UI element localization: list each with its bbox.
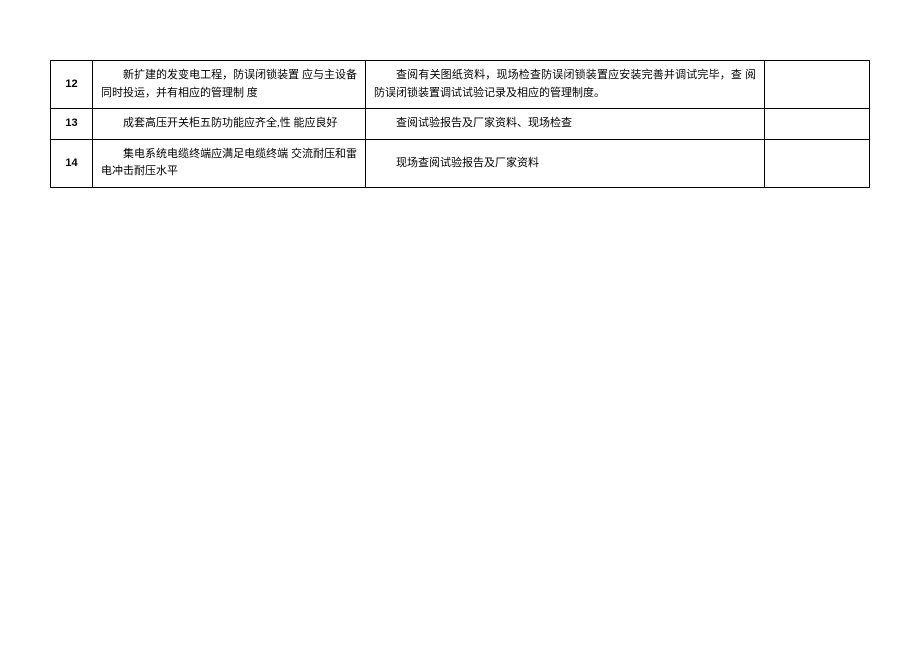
row-number: 12 — [51, 61, 93, 109]
row-method: 查阅有关图纸资料，现场检查防误闭锁装置应安装完善并调试完毕，查 阅防误闭锁装置调… — [366, 61, 765, 109]
row-number: 14 — [51, 139, 93, 187]
row-description: 集电系统电缆终端应满足电缆终端 交流耐压和雷电冲击耐压水平 — [93, 139, 366, 187]
row-method: 查阅试验报告及厂家资料、现场检查 — [366, 109, 765, 140]
inspection-table: 12 新扩建的发变电工程，防误闭锁装置 应与主设备同时投运，并有相应的管理制 度… — [50, 60, 870, 188]
row-remark — [764, 109, 869, 140]
table-body: 12 新扩建的发变电工程，防误闭锁装置 应与主设备同时投运，并有相应的管理制 度… — [51, 61, 870, 188]
row-number: 13 — [51, 109, 93, 140]
row-description: 新扩建的发变电工程，防误闭锁装置 应与主设备同时投运，并有相应的管理制 度 — [93, 61, 366, 109]
row-remark — [764, 61, 869, 109]
table-row: 13 成套高压开关柜五防功能应齐全,性 能应良好 查阅试验报告及厂家资料、现场检… — [51, 109, 870, 140]
row-method: 现场查阅试验报告及厂家资料 — [366, 139, 765, 187]
row-description: 成套高压开关柜五防功能应齐全,性 能应良好 — [93, 109, 366, 140]
table-row: 12 新扩建的发变电工程，防误闭锁装置 应与主设备同时投运，并有相应的管理制 度… — [51, 61, 870, 109]
table-row: 14 集电系统电缆终端应满足电缆终端 交流耐压和雷电冲击耐压水平 现场查阅试验报… — [51, 139, 870, 187]
row-remark — [764, 139, 869, 187]
